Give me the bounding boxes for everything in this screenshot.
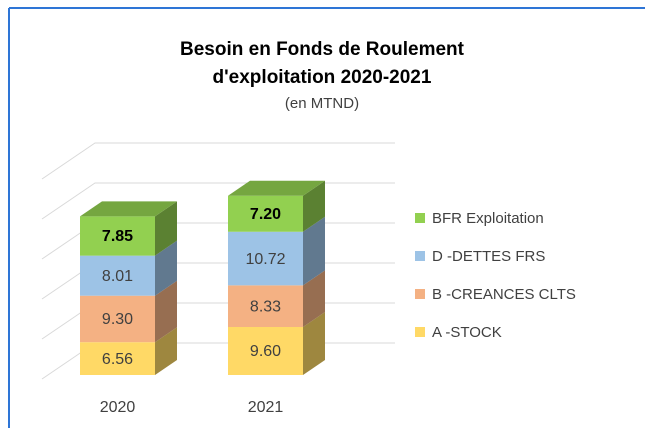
data-label: 7.85	[102, 228, 133, 245]
grid-line	[41, 142, 395, 180]
x-tick-label: 2020	[100, 399, 136, 416]
data-label: 8.01	[102, 268, 133, 285]
bar-side	[303, 180, 325, 232]
bar-side	[303, 312, 325, 375]
bar-side	[155, 280, 177, 343]
bar-side	[303, 270, 325, 327]
legend-swatch	[415, 327, 425, 337]
bar-top	[80, 201, 177, 217]
chart-subtitle: (en MTND)	[285, 95, 359, 112]
bar-segment	[80, 216, 155, 256]
data-label: 7.20	[250, 206, 281, 223]
bar-side	[303, 216, 325, 286]
bar-segment	[228, 285, 303, 327]
data-label: 9.30	[102, 311, 133, 328]
bar-segment	[80, 342, 155, 375]
bar-segment	[228, 195, 303, 232]
bar-segment	[80, 295, 155, 343]
bar-side	[155, 201, 177, 256]
legend-swatch	[415, 251, 425, 261]
x-tick-label: 2021	[248, 399, 284, 416]
data-label: 9.60	[250, 343, 281, 360]
bar-side	[155, 240, 177, 296]
legend-label: B -CREANCES CLTS	[432, 286, 576, 303]
legend-label: BFR Exploitation	[432, 210, 544, 227]
chart-title: d'exploitation 2020-2021	[213, 67, 432, 88]
data-label: 6.56	[102, 351, 133, 368]
chart-title: Besoin en Fonds de Roulement	[180, 39, 465, 60]
data-label: 8.33	[250, 298, 281, 315]
bar-segment	[80, 255, 155, 296]
bar-side	[155, 327, 177, 375]
legend-label: D -DETTES FRS	[432, 248, 545, 265]
legend-swatch	[415, 289, 425, 299]
bar-top	[228, 180, 325, 196]
data-label: 10.72	[245, 251, 285, 268]
legend-label: A -STOCK	[432, 324, 502, 341]
bar-segment	[228, 231, 303, 286]
bar-segment	[228, 327, 303, 375]
legend-swatch	[415, 213, 425, 223]
